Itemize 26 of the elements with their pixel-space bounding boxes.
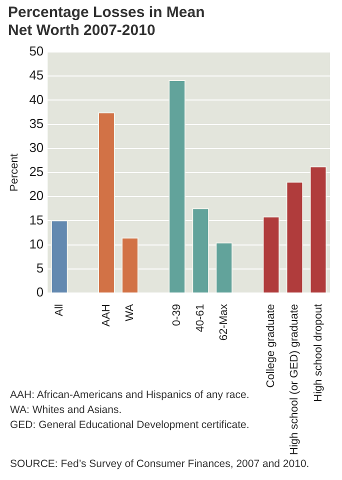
x-tick-label: College graduate [265, 304, 278, 388]
x-tick-label: 40-61 [194, 304, 207, 332]
x-tick-label: 0-39 [171, 304, 184, 326]
source-note: SOURCE: Fed’s Survey of Consumer Finances, 2007 and 2010. [10, 458, 310, 470]
y-tick-label: 35 [29, 116, 44, 131]
y-tick-label: 15 [29, 212, 44, 228]
x-tick-label: High school dropout [312, 304, 324, 402]
text: AAH: African-Americans and Hispanics of any race. [10, 388, 250, 403]
y-tick-label: 45 [29, 68, 44, 83]
text: GED: General Educational Development certificate. [10, 418, 250, 433]
y-tick-label: 50 [29, 44, 44, 59]
y-tick-label: 5 [36, 260, 44, 276]
y-tick-label: 10 [29, 236, 44, 252]
y-tick-label: 25 [29, 164, 44, 180]
y-tick-label: 40 [29, 92, 44, 107]
y-tick-label: 20 [29, 188, 44, 204]
y-axis-title: Percent [8, 154, 21, 192]
y-tick-label: 30 [29, 140, 44, 155]
x-tick-label: WA [124, 303, 136, 322]
x-tick-label: AAH [100, 304, 113, 327]
chart-title: Percentage Losses in Mean Net Worth 2007-2010 [8, 4, 206, 40]
x-tick-label: High school (or GED) graduate [288, 304, 301, 455]
y-tick-label: 0 [36, 284, 44, 300]
x-tick-label: 62-Max [218, 303, 230, 341]
x-tick-label: All [53, 304, 66, 316]
text: WA: Whites and Asians. [10, 403, 123, 418]
